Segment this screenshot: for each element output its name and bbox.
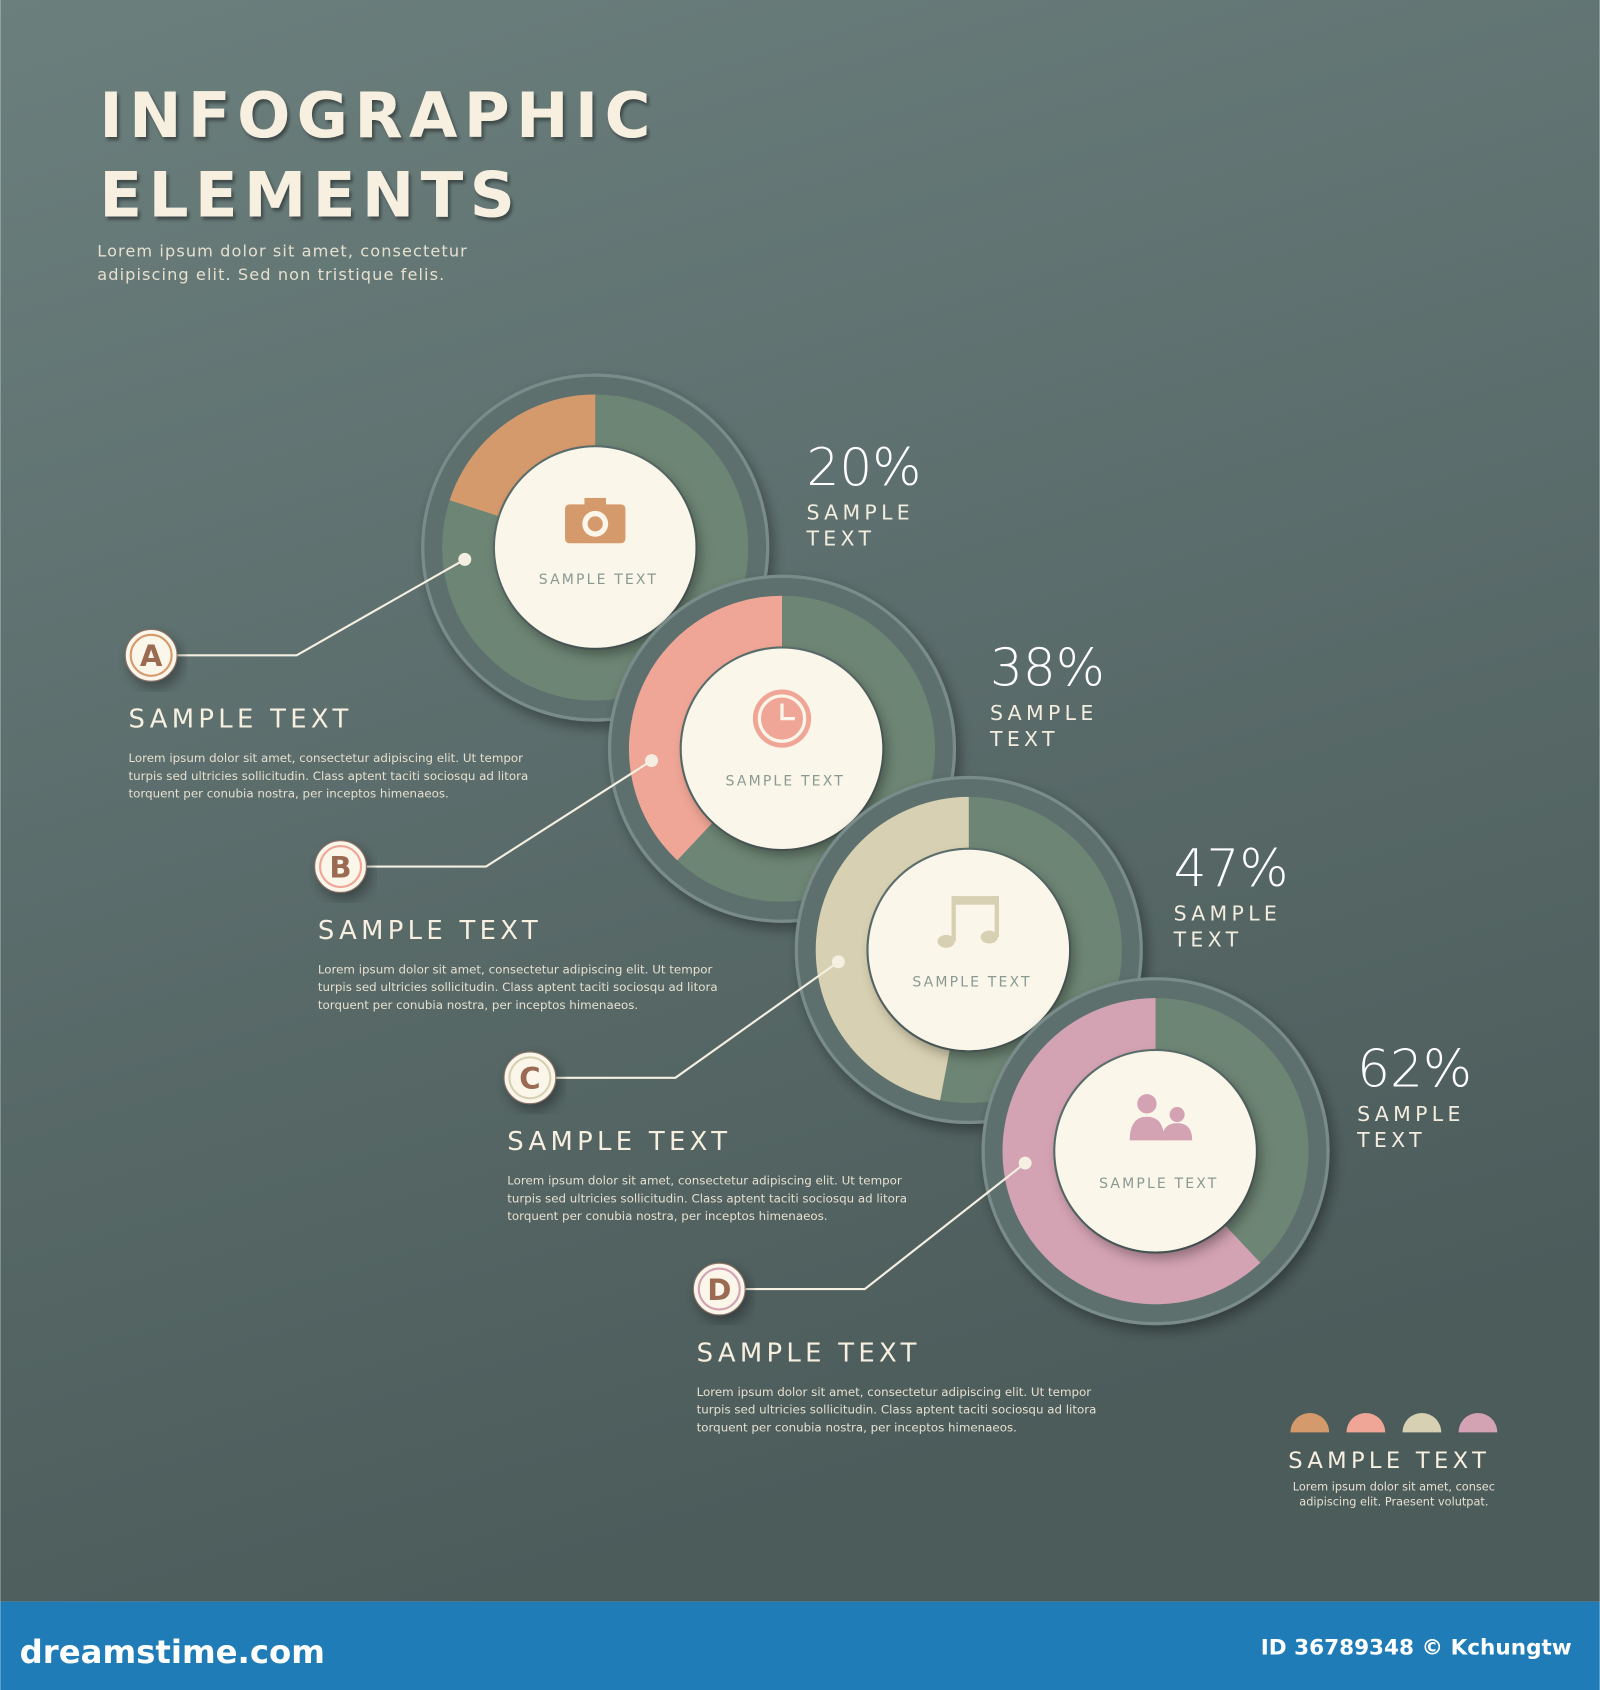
footer-site[interactable]: dreamstime.com bbox=[20, 1633, 325, 1671]
callout-dot bbox=[458, 552, 472, 566]
letter-badge-ring bbox=[129, 633, 173, 677]
icon-part bbox=[1129, 1116, 1165, 1141]
donut-segment bbox=[628, 595, 783, 861]
donut-segment bbox=[1002, 998, 1261, 1305]
icon-part bbox=[994, 896, 999, 938]
side-label: TEXT bbox=[1356, 1128, 1426, 1152]
letter: D bbox=[707, 1273, 731, 1307]
legend: SAMPLE TEXT Lorem ipsum dolor sit amet, … bbox=[1288, 1413, 1498, 1509]
item-body: torquent per conubia nostra, per incepto… bbox=[129, 787, 449, 801]
icon-part bbox=[587, 516, 603, 532]
legend-heading: SAMPLE TEXT bbox=[1288, 1448, 1490, 1474]
donut-center bbox=[494, 447, 696, 648]
letter-badge-ring bbox=[697, 1267, 741, 1311]
item-body: torquent per conubia nostra, per incepto… bbox=[507, 1209, 827, 1223]
side-label: SAMPLE bbox=[990, 701, 1098, 725]
icon-part bbox=[780, 703, 795, 721]
legend-body: adipiscing elit. Praesent volutpat. bbox=[1299, 1496, 1488, 1509]
item-body: torquent per conubia nostra, per incepto… bbox=[697, 1420, 1017, 1434]
item-heading: SAMPLE TEXT bbox=[507, 1127, 731, 1157]
item-heading: SAMPLE TEXT bbox=[129, 705, 353, 735]
center-text: SAMPLE TEXT bbox=[1099, 1176, 1218, 1192]
donut-center bbox=[1055, 1050, 1256, 1252]
icon-part bbox=[757, 694, 807, 743]
donut-center bbox=[681, 648, 883, 849]
legend-swatch bbox=[1402, 1413, 1442, 1433]
letter-badge-ring bbox=[508, 1056, 552, 1100]
legend-swatch bbox=[1346, 1413, 1386, 1433]
letter-badge bbox=[314, 840, 367, 893]
icon-part bbox=[937, 934, 955, 948]
item-body: turpis sed ultricies sollicitudin. Class… bbox=[697, 1403, 1097, 1417]
callouts: A SAMPLE TEXT Lorem ipsum dolor sit amet, … bbox=[124, 552, 1097, 1434]
footer-credit: ID 36789348 © Kchungtw bbox=[1261, 1635, 1572, 1660]
callout-line bbox=[745, 1162, 1026, 1291]
item-body: torquent per conubia nostra, per incepto… bbox=[318, 998, 638, 1012]
letter: C bbox=[519, 1062, 540, 1096]
item-heading: SAMPLE TEXT bbox=[318, 916, 542, 946]
callout-dot bbox=[831, 955, 845, 969]
callout-dot bbox=[645, 754, 659, 768]
icon bbox=[565, 497, 626, 544]
side-label: TEXT bbox=[805, 526, 875, 550]
icon-part bbox=[1137, 1094, 1157, 1114]
letter: B bbox=[329, 850, 351, 884]
item-body: Lorem ipsum dolor sit amet, consectetur … bbox=[697, 1385, 1092, 1399]
callout-line bbox=[555, 960, 839, 1079]
subtitle: Lorem ipsum dolor sit amet, consectetur bbox=[97, 242, 468, 261]
center-text: SAMPLE TEXT bbox=[912, 975, 1031, 991]
side-label: SAMPLE bbox=[1357, 1102, 1465, 1126]
item-body: turpis sed ultricies sollicitudin. Class… bbox=[318, 980, 718, 994]
item-body: Lorem ipsum dolor sit amet, consectetur … bbox=[129, 751, 524, 765]
icon-part bbox=[584, 497, 606, 507]
value-label: 62% bbox=[1357, 1039, 1472, 1099]
callout-line bbox=[366, 759, 653, 868]
icon-part bbox=[1169, 1107, 1185, 1123]
icon-part bbox=[951, 896, 956, 942]
footer-bar bbox=[0, 1601, 1600, 1690]
item-body: Lorem ipsum dolor sit amet, consectetur … bbox=[507, 1174, 902, 1188]
title: INFOGRAPHIC bbox=[99, 79, 657, 152]
side-label: SAMPLE bbox=[806, 501, 914, 525]
icon-part bbox=[980, 930, 998, 944]
side-label: TEXT bbox=[989, 727, 1059, 751]
letter-badge-ring bbox=[318, 845, 363, 889]
side-label: SAMPLE bbox=[1174, 901, 1282, 925]
item-body: turpis sed ultricies sollicitudin. Class… bbox=[129, 769, 529, 783]
donut-segment bbox=[815, 796, 969, 1101]
value-label: 47% bbox=[1174, 839, 1289, 899]
donut-center bbox=[868, 849, 1070, 1051]
item-heading: SAMPLE TEXT bbox=[697, 1338, 921, 1368]
icon bbox=[1129, 1094, 1193, 1141]
callout-line bbox=[177, 558, 466, 657]
title: ELEMENTS bbox=[99, 159, 521, 232]
callout-dot bbox=[1018, 1156, 1032, 1170]
item-body: Lorem ipsum dolor sit amet, consectetur … bbox=[318, 962, 713, 976]
icon-part bbox=[951, 896, 999, 905]
value-label: 20% bbox=[806, 438, 921, 498]
icon bbox=[752, 689, 812, 748]
icon bbox=[937, 896, 999, 948]
letter-badge bbox=[503, 1051, 557, 1105]
legend-swatch bbox=[1458, 1413, 1498, 1433]
legend-body: Lorem ipsum dolor sit amet, consec bbox=[1293, 1481, 1495, 1494]
center-text: SAMPLE TEXT bbox=[726, 773, 845, 789]
center-text: SAMPLE TEXT bbox=[539, 572, 658, 588]
value-label: 38% bbox=[990, 638, 1105, 698]
donut-segment bbox=[449, 394, 596, 516]
letter-badge bbox=[124, 628, 178, 682]
legend-swatch bbox=[1290, 1413, 1330, 1433]
icon-part bbox=[1162, 1123, 1193, 1141]
side-label: TEXT bbox=[1173, 927, 1243, 951]
subtitle: adipiscing elit. Sed non tristique felis… bbox=[97, 265, 445, 284]
letter-badge bbox=[692, 1262, 746, 1316]
item-body: turpis sed ultricies sollicitudin. Class… bbox=[507, 1191, 907, 1205]
letter: A bbox=[140, 639, 163, 673]
